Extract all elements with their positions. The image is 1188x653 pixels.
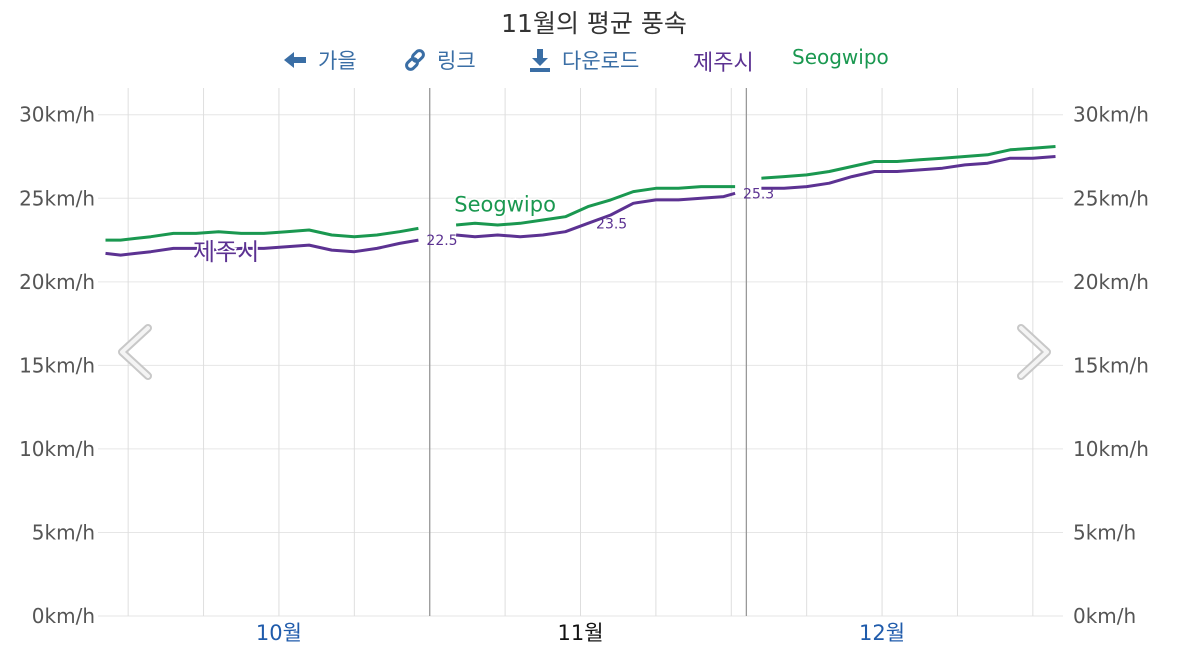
- series-lines: [105, 145, 1056, 257]
- y-tick-label-right: 0km/h: [1073, 604, 1136, 628]
- series-line-seogwipo[interactable]: [455, 185, 736, 227]
- legend-item-seogwipo[interactable]: Seogwipo: [792, 45, 889, 69]
- y-tick-label-left: 25km/h: [19, 186, 95, 210]
- series-line-jeju[interactable]: [455, 191, 736, 239]
- back-label: 가을: [318, 49, 357, 73]
- y-tick-label-right: 30km/h: [1073, 103, 1149, 127]
- link-label: 링크: [437, 49, 476, 73]
- y-tick-label-left: 5km/h: [32, 520, 95, 544]
- download-label: 다운로드: [562, 49, 640, 73]
- legend-jeju-label: 제주시: [693, 51, 754, 76]
- x-axis: 10월 11월 12월: [256, 621, 905, 645]
- legend: 가을 링크 다운로드 제주시 Seogwipo: [0, 45, 1188, 77]
- prev-period-button[interactable]: [118, 324, 152, 380]
- chevron-left-icon: [118, 324, 152, 380]
- y-axis-left: 0km/h 5km/h 10km/h 15km/h 20km/h 25km/h 30km/h: [19, 103, 95, 628]
- legend-seogwipo-label: Seogwipo: [792, 45, 889, 69]
- y-tick-label-right: 5km/h: [1073, 520, 1136, 544]
- y-axis-right: 0km/h 5km/h 10km/h 15km/h 20km/h 25km/h 30km/h: [1073, 103, 1149, 628]
- download-icon: [530, 49, 550, 72]
- x-tick-label[interactable]: 11월: [557, 621, 603, 645]
- y-tick-label-right: 15km/h: [1073, 353, 1149, 377]
- series-line-jeju[interactable]: [105, 238, 419, 257]
- y-tick-label-right: 20km/h: [1073, 270, 1149, 294]
- x-tick-label[interactable]: 10월: [256, 621, 302, 645]
- data-labels: 22.5 23.5 25.3 제주시 Seogwipo: [192, 186, 775, 267]
- y-tick-label-left: 0km/h: [32, 604, 95, 628]
- x-tick-label[interactable]: 12월: [859, 621, 905, 645]
- chevron-right-icon: [1017, 324, 1051, 380]
- data-label: 22.5: [426, 233, 457, 249]
- back-button[interactable]: 가을: [282, 45, 357, 75]
- chart-title: 11월의 평균 풍속: [501, 9, 687, 38]
- series-label: 제주시: [193, 238, 259, 266]
- next-period-button[interactable]: [1017, 324, 1051, 380]
- data-label: 23.5: [596, 216, 627, 232]
- series-line-jeju[interactable]: [761, 155, 1056, 190]
- series-label: Seogwipo: [454, 193, 556, 217]
- arrow-left-icon: [284, 52, 306, 68]
- y-tick-label-right: 10km/h: [1073, 437, 1149, 461]
- series-line-seogwipo[interactable]: [761, 145, 1056, 180]
- data-label: 25.3: [743, 186, 774, 202]
- link-icon: [405, 49, 425, 71]
- y-tick-label-left: 30km/h: [19, 103, 95, 127]
- download-button[interactable]: 다운로드: [528, 45, 639, 75]
- series-line-seogwipo[interactable]: [105, 226, 419, 242]
- link-button[interactable]: 링크: [403, 45, 476, 75]
- y-tick-label-right: 25km/h: [1073, 186, 1149, 210]
- y-tick-label-left: 20km/h: [19, 270, 95, 294]
- legend-item-jeju[interactable]: 제주시: [693, 45, 754, 77]
- y-tick-label-left: 10km/h: [19, 437, 95, 461]
- grid: [98, 88, 1063, 617]
- y-tick-label-left: 15km/h: [19, 353, 95, 377]
